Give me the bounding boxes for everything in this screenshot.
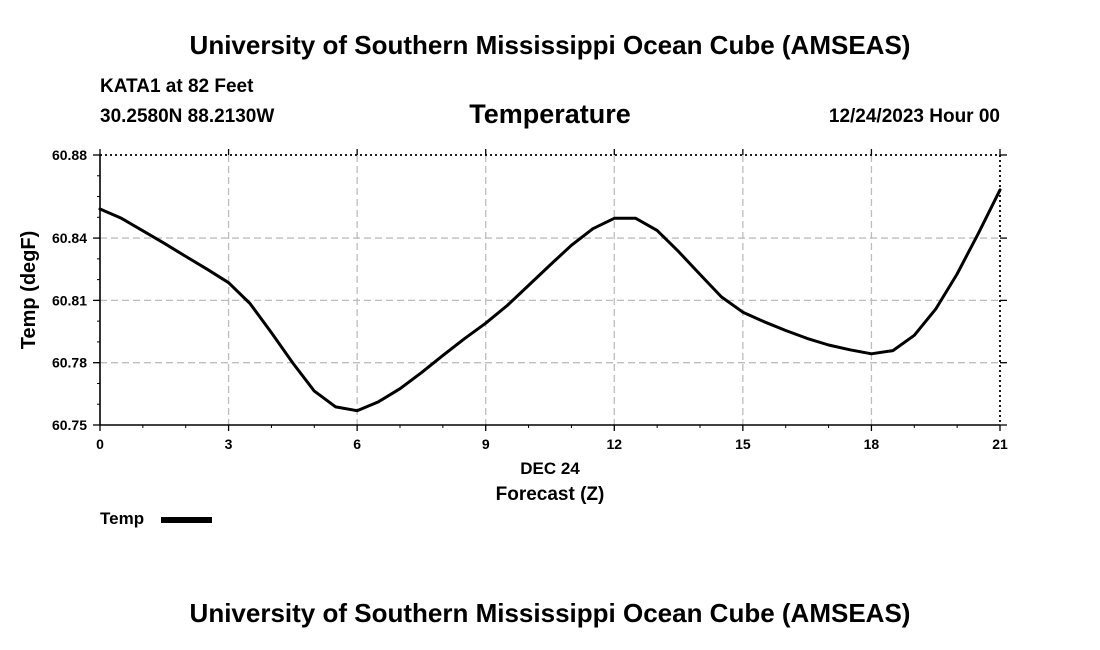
temp-data-point	[720, 296, 723, 298]
legend-line-swatch	[161, 517, 212, 523]
legend-label: Temp	[100, 509, 145, 528]
temp-data-point	[270, 331, 273, 334]
y-tick-label: 60.78	[52, 355, 87, 371]
temp-data-point	[913, 334, 916, 337]
temp-data-point	[784, 329, 787, 332]
temp-data-point	[399, 387, 401, 390]
temp-data-point	[463, 338, 466, 340]
temp-data-point	[699, 273, 701, 276]
y-tick-label: 60.81	[52, 292, 87, 308]
bottom-title: University of Southern Mississippi Ocean…	[189, 598, 911, 628]
x-tick-label: 6	[353, 436, 361, 452]
temp-data-point	[227, 281, 230, 284]
temp-data-point	[999, 189, 1001, 191]
temp-data-point	[163, 242, 166, 245]
temp-data-point	[484, 322, 487, 325]
top-title: University of Southern Mississippi Ocean…	[189, 30, 911, 60]
temp-data-point	[827, 344, 830, 346]
temp-data-point	[656, 229, 658, 232]
temp-data-point	[313, 390, 316, 392]
temp-data-point	[613, 217, 616, 220]
station-name: KATA1 at 82 Feet	[100, 76, 254, 97]
temp-data-point	[356, 409, 358, 412]
y-tick-label: 60.75	[52, 417, 87, 433]
y-tick-label: 60.84	[52, 230, 87, 246]
x-tick-label: 0	[96, 436, 104, 452]
temp-data-point	[677, 250, 680, 253]
temp-data-point	[142, 230, 144, 232]
temp-data-point	[570, 244, 573, 247]
temp-data-point	[120, 217, 123, 220]
temp-data-point	[334, 406, 337, 408]
temp-data-point	[934, 308, 937, 310]
x-tick-label: 3	[225, 436, 233, 452]
x-axis-date-label: DEC 24	[520, 459, 580, 478]
temp-data-point	[527, 284, 530, 287]
temp-data-point	[849, 349, 851, 351]
temp-data-point	[634, 217, 637, 220]
chart-title: Temperature	[469, 99, 631, 129]
y-tick-label: 60.88	[52, 147, 87, 163]
temp-data-point	[442, 354, 444, 357]
temp-data-point	[870, 352, 873, 355]
forecast-date: 12/24/2023 Hour 00	[828, 106, 1000, 127]
temp-data-point	[249, 302, 251, 305]
temp-data-point	[592, 227, 594, 230]
temp-data-point	[742, 311, 744, 314]
temp-data-point	[99, 208, 101, 210]
temp-data-point	[184, 255, 187, 258]
x-tick-label: 18	[864, 436, 880, 452]
temp-data-point	[892, 349, 894, 352]
station-coordinates: 30.2580N 88.2130W	[100, 106, 275, 127]
temp-data-point	[977, 232, 980, 234]
x-axis-label: Forecast (Z)	[496, 484, 605, 505]
temp-data-point	[806, 337, 808, 340]
temp-data-point	[956, 273, 958, 275]
temp-data-point	[420, 371, 423, 374]
temp-data-point	[549, 264, 551, 266]
temp-data-point	[506, 304, 508, 307]
x-tick-label: 9	[482, 436, 490, 452]
x-tick-label: 12	[606, 436, 622, 452]
temp-data-point	[206, 268, 208, 271]
y-axis-label: Temp (degF)	[18, 231, 40, 350]
x-tick-label: 21	[992, 436, 1008, 452]
temp-data-point	[763, 320, 766, 323]
x-tick-label: 15	[735, 436, 751, 452]
temp-data-point	[292, 362, 294, 364]
temp-data-point	[377, 400, 380, 403]
